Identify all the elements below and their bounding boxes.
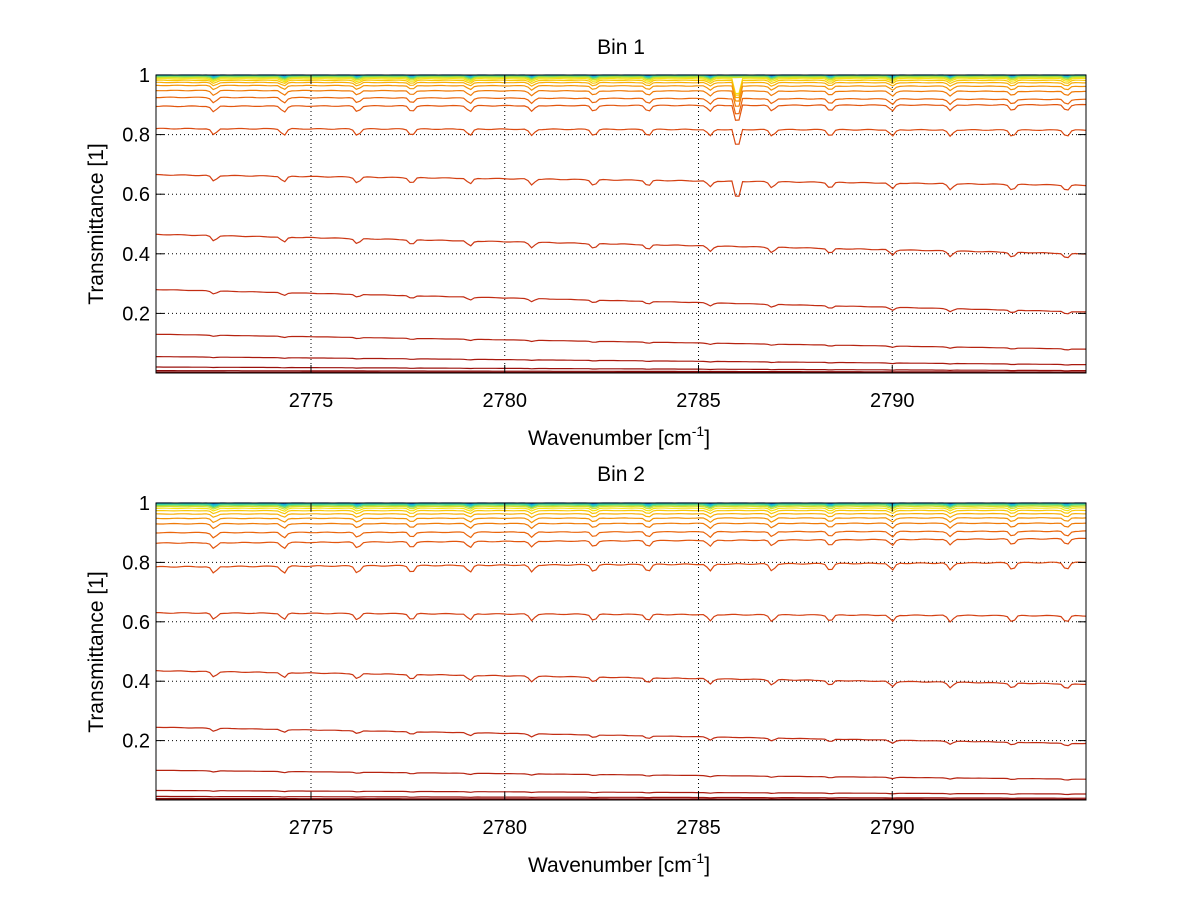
x-tick-label: 2785 bbox=[676, 390, 721, 412]
y-tick-label: 0.8 bbox=[122, 125, 150, 147]
y-tick-label: 0.4 bbox=[122, 671, 150, 693]
y-tick-label: 0.2 bbox=[122, 303, 150, 325]
y-tick-label: 0.4 bbox=[122, 244, 150, 266]
y-tick-label: 0.6 bbox=[122, 184, 150, 206]
y-tick-label: 1 bbox=[139, 65, 150, 87]
y-axis-label: Transmittance [1] bbox=[85, 143, 108, 304]
x-axis-label: Wavenumber [cm-1] bbox=[528, 850, 710, 877]
x-tick-label: 2785 bbox=[676, 817, 721, 839]
y-tick-label: 0.2 bbox=[122, 731, 150, 753]
y-axis-label: Transmittance [1] bbox=[85, 571, 108, 732]
x-tick-label: 2775 bbox=[289, 390, 334, 412]
chart-title: Bin 2 bbox=[597, 463, 645, 486]
x-axis-label: Wavenumber [cm-1] bbox=[528, 423, 710, 450]
x-tick-label: 2790 bbox=[870, 817, 915, 839]
x-tick-label: 2790 bbox=[870, 390, 915, 412]
x-tick-label: 2775 bbox=[289, 817, 334, 839]
x-tick-label: 2780 bbox=[483, 390, 528, 412]
y-tick-label: 0.8 bbox=[122, 552, 150, 574]
x-tick-label: 2780 bbox=[483, 817, 528, 839]
y-tick-label: 1 bbox=[139, 493, 150, 515]
y-tick-label: 0.6 bbox=[122, 612, 150, 634]
chart-title: Bin 1 bbox=[597, 36, 645, 59]
